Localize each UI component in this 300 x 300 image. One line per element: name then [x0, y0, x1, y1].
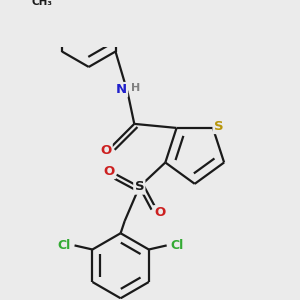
Text: S: S	[214, 120, 224, 133]
Text: O: O	[100, 144, 111, 157]
Text: N: N	[116, 83, 127, 96]
Text: Cl: Cl	[57, 239, 70, 252]
Text: H: H	[131, 83, 140, 93]
Text: O: O	[154, 206, 165, 219]
Text: CH₃: CH₃	[32, 0, 52, 7]
Text: S: S	[134, 180, 144, 194]
Text: O: O	[103, 165, 115, 178]
Text: Cl: Cl	[171, 239, 184, 252]
